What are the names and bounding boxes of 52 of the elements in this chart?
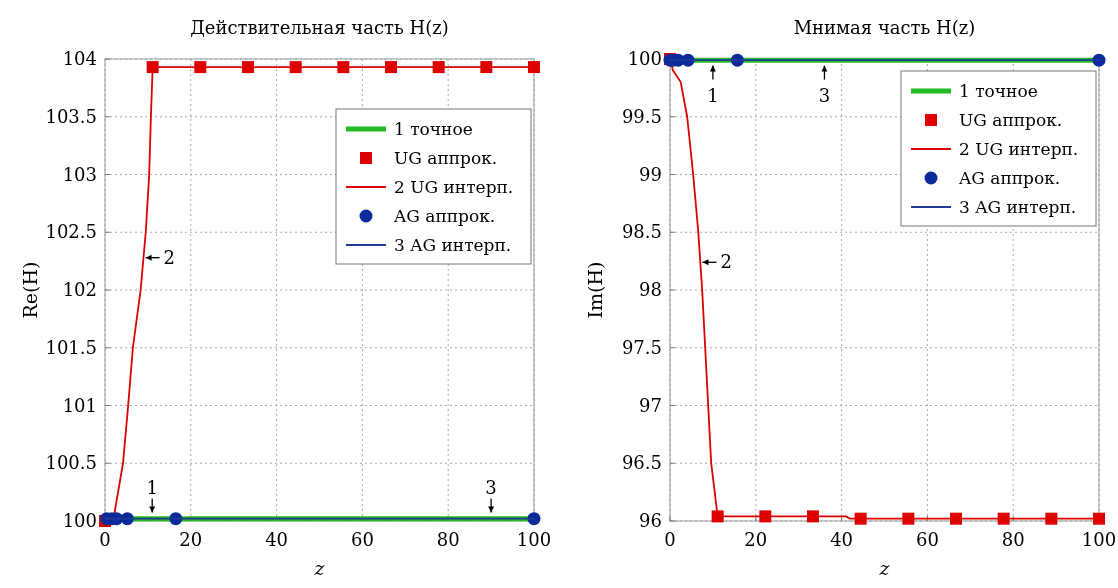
x-axis-title: z (878, 557, 891, 579)
y-tick-label: 104 (62, 48, 97, 69)
y-tick-label: 100 (62, 510, 97, 531)
x-tick-label: 100 (1081, 529, 1117, 550)
y-tick-label: 97.5 (621, 336, 662, 358)
legend-label: UG аппрок. (394, 148, 498, 168)
x-tick-label: 100 (516, 529, 552, 550)
y-tick-label: 100 (627, 48, 662, 69)
y-tick-label: 103 (62, 163, 97, 185)
legend-label: AG аппрок. (393, 206, 496, 226)
x-tick-label: 20 (179, 529, 203, 550)
legend-label: AG аппрок. (958, 168, 1061, 188)
annotation: 2 (163, 246, 176, 268)
x-tick-label: 40 (265, 529, 289, 550)
legend-label: 2 UG интерп. (959, 139, 1079, 159)
y-tick-label: 99.5 (621, 105, 662, 127)
y-tick-label: 103.5 (45, 105, 97, 127)
x-axis-title: z (313, 557, 326, 579)
chart-title: Мнимая часть H(z) (793, 17, 976, 38)
y-tick-label: 102 (62, 279, 97, 300)
y-tick-label: 96 (639, 510, 662, 531)
y-tick-label: 98.5 (621, 221, 662, 243)
annotation: 1 (707, 84, 719, 106)
legend-label: 1 точное (959, 81, 1038, 101)
x-tick-label: 40 (830, 529, 854, 550)
y-axis-title: Im(H) (584, 261, 606, 319)
legend-label: 2 UG интерп. (394, 177, 514, 197)
x-tick-label: 0 (664, 529, 676, 550)
y-tick-label: 100.5 (45, 452, 97, 474)
x-tick-label: 60 (350, 529, 374, 550)
y-tick-label: 98 (639, 279, 662, 300)
x-tick-label: 80 (436, 529, 460, 550)
y-tick-label: 102.5 (45, 221, 97, 243)
annotation: 3 (818, 84, 831, 106)
legend-label: 1 точное (394, 119, 473, 139)
y-axis-title: Re(H) (19, 261, 41, 319)
x-tick-label: 80 (1001, 529, 1025, 550)
legend-label: 3 AG интерп. (394, 235, 512, 255)
legend-label: UG аппрок. (959, 110, 1063, 130)
chart-title: Действительная часть H(z) (190, 17, 449, 38)
y-tick-label: 99 (639, 163, 662, 185)
annotation: 1 (146, 477, 158, 499)
y-tick-label: 97 (639, 394, 662, 416)
y-tick-label: 101.5 (45, 336, 97, 358)
annotation: 3 (485, 477, 497, 499)
legend-label: 3 AG интерп. (959, 197, 1077, 217)
x-tick-label: 60 (915, 529, 939, 550)
y-tick-label: 96.5 (621, 452, 662, 474)
annotation: 2 (720, 251, 732, 273)
x-tick-label: 0 (99, 529, 111, 550)
y-tick-label: 101 (62, 394, 97, 416)
x-tick-label: 20 (744, 529, 768, 550)
